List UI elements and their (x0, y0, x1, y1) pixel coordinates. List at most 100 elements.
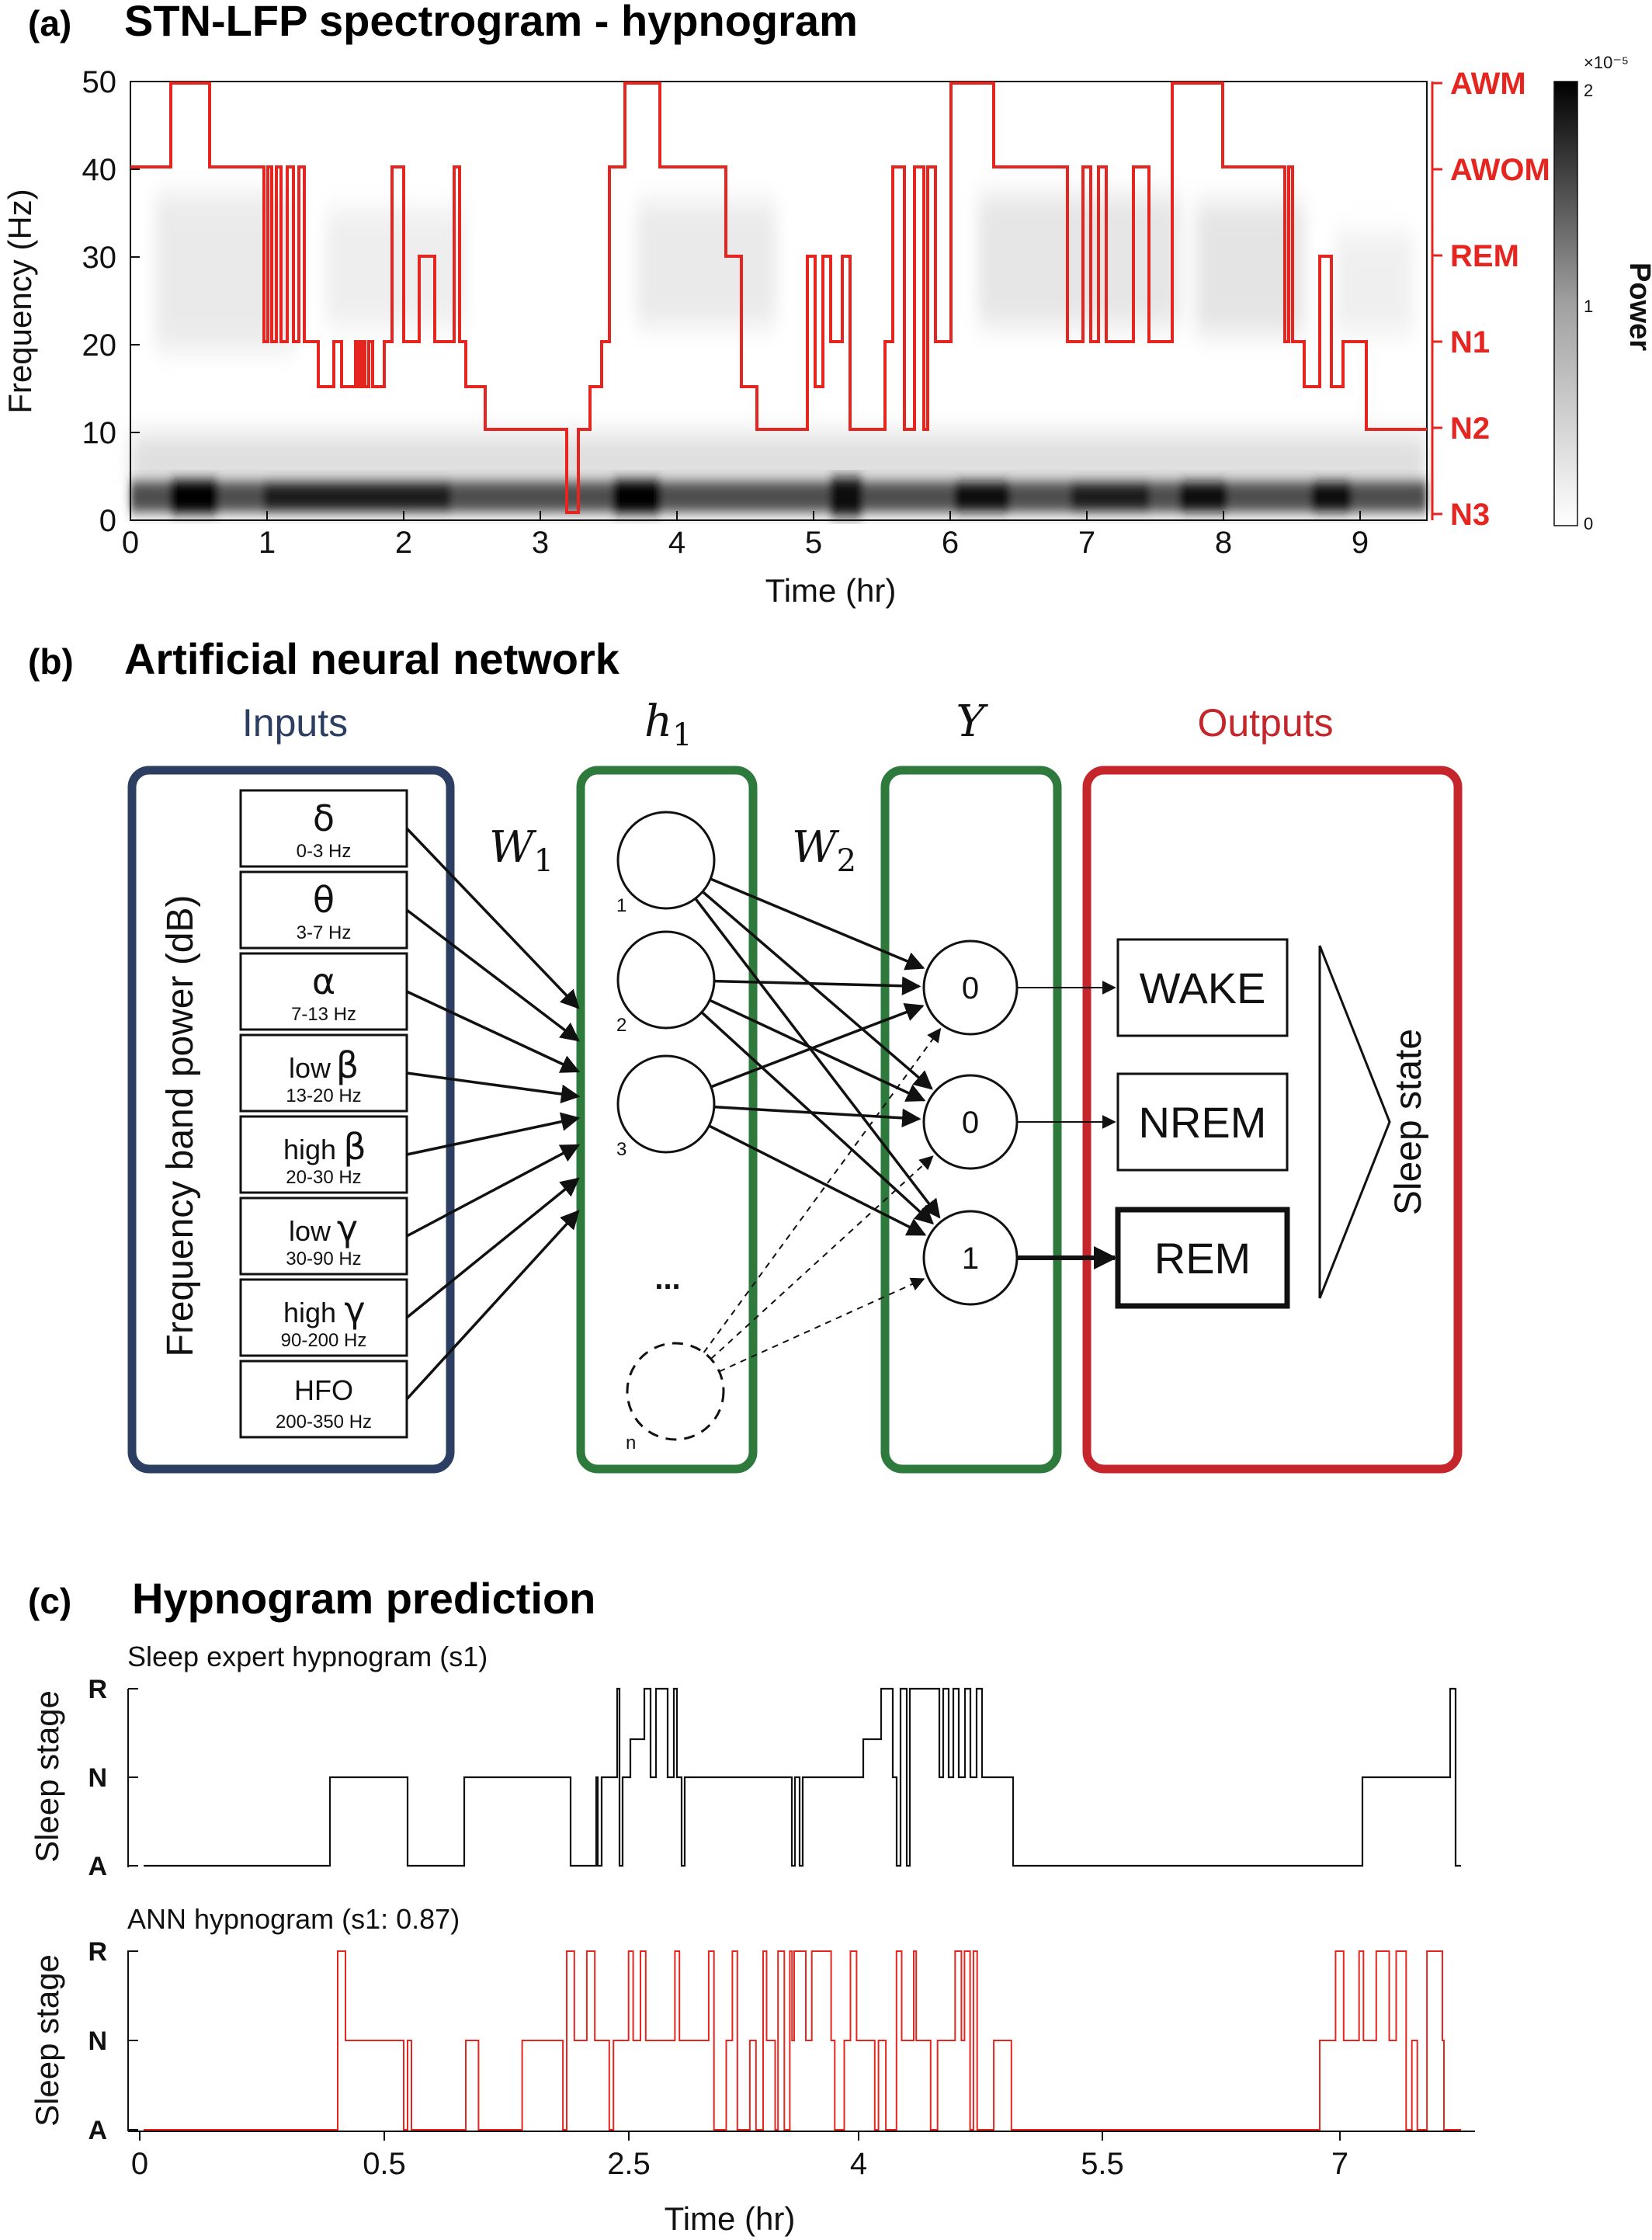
y-title: Y (956, 696, 989, 747)
outputs-title: Outputs (1197, 701, 1333, 745)
stage-label: R (88, 1675, 107, 1704)
colorbar-label: Power (1623, 262, 1652, 351)
w1-arrow (406, 1112, 581, 1156)
a-xtick-label: 7 (1078, 526, 1095, 560)
y-node-value: 0 (962, 1106, 979, 1140)
spectrogram-delta-band (130, 478, 1427, 516)
hypnogram-trace-a (130, 82, 1427, 514)
hidden-node-index: 3 (616, 1139, 626, 1160)
c-xtick-label: 2.5 (607, 2147, 651, 2181)
w2-arrow (694, 898, 941, 1219)
y-layer-box (880, 766, 1062, 1474)
a-xtick-label: 0 (122, 526, 139, 560)
stage-label: N2 (1450, 412, 1490, 446)
y-node-value: 1 (962, 1242, 979, 1276)
w2-arrow-dashed (710, 1155, 934, 1360)
band-name: high (283, 1134, 336, 1165)
band-range: 3-7 Hz (297, 922, 352, 943)
hidden-node-index: 1 (616, 895, 626, 916)
w1-arrow (406, 1071, 581, 1104)
expert-stage-ticks: R N A (88, 1675, 138, 1881)
c-xtick-label: 0 (131, 2147, 148, 2181)
a-ytick-label: 40 (82, 153, 117, 187)
w2-arrow-dashed (703, 1027, 942, 1353)
y-node-value: 0 (962, 971, 979, 1005)
panel-a-axes: 0 10 20 30 40 50 0 1 2 3 4 5 6 7 8 9 (82, 65, 1369, 560)
colorbar-gradient (1553, 81, 1578, 526)
a-ytick-label: 0 (99, 504, 116, 538)
stage-label: R (88, 1937, 107, 1967)
c-xtick-label: 7 (1331, 2147, 1348, 2181)
panel-b-title: Artificial neural network (124, 634, 620, 683)
band-symbol: δ (313, 797, 335, 839)
output-box (1116, 1072, 1289, 1172)
w1-arrow (405, 1210, 580, 1401)
band-range: 200-350 Hz (276, 1412, 372, 1433)
w1-arrow (406, 1144, 581, 1238)
spectrogram (130, 82, 1427, 520)
panel-c-title: Hypnogram prediction (132, 1574, 595, 1623)
inputs-title: Inputs (242, 701, 348, 745)
w2-arrow (710, 1003, 925, 1089)
colorbar-tick-1: 1 (1584, 297, 1593, 316)
ann-hypnogram-label: ANN hypnogram (s1: 0.87) (127, 1903, 460, 1935)
band-name: low (289, 1215, 331, 1247)
w1-arrow (405, 827, 580, 1009)
w1-connections (405, 827, 581, 1401)
output-box (1115, 1207, 1290, 1309)
stage-label: A (88, 1852, 107, 1881)
a-xtick-label: 3 (532, 526, 549, 560)
w1-arrow (406, 990, 581, 1073)
a-ytick-label: 20 (82, 328, 117, 363)
expert-hypnogram-label: Sleep expert hypnogram (s1) (127, 1641, 488, 1672)
sleep-state-label: Sleep state (1388, 1029, 1429, 1215)
stage-label: A (88, 2116, 107, 2145)
c-xtick-label: 4 (850, 2147, 867, 2181)
stage-labels: AWM AWOM REM N1 N2 N3 (1432, 67, 1550, 532)
y-nodes: 0 0 1 (922, 939, 1019, 1306)
input-axis-label: Frequency band power (dB) (160, 895, 201, 1357)
colorbar-tick-0: 0 (1584, 514, 1593, 533)
hidden-node (616, 811, 716, 910)
stage-label: N3 (1450, 498, 1490, 532)
w2-arrow (708, 1124, 927, 1236)
hidden-node-index: n (626, 1433, 636, 1453)
panel-a-title: STN-LFP spectrogram - hypnogram (124, 0, 858, 45)
w2-connections (694, 877, 942, 1373)
panel-c-label: (c) (28, 1581, 71, 1621)
funnel-shape (1318, 945, 1391, 1299)
hidden-node-index: 2 (616, 1015, 626, 1036)
panel-c-xlabel: Time (hr) (665, 2200, 796, 2237)
band-range: 0-3 Hz (297, 841, 352, 862)
panel-a-ylabel: Frequency (Hz) (2, 189, 38, 413)
w1-label: W1 (489, 822, 554, 879)
outputs-box (1082, 766, 1463, 1474)
c-xtick-label: 0.5 (363, 2147, 406, 2181)
stage-label: AWOM (1450, 153, 1550, 187)
hidden-node (616, 930, 716, 1030)
w2-arrow (710, 877, 925, 971)
colorbar: ×10⁻⁵ 2 1 0 Power (1553, 53, 1652, 533)
a-xtick-label: 8 (1215, 526, 1232, 560)
a-ytick-label: 50 (82, 65, 117, 99)
a-xtick-label: 6 (942, 526, 959, 560)
band-name: high (283, 1297, 336, 1328)
output-label: REM (1154, 1234, 1251, 1283)
c-xtick-label: 5.5 (1081, 2147, 1124, 2181)
band-range: 90-200 Hz (281, 1330, 367, 1351)
w2-arrow (700, 1011, 935, 1225)
input-band-box: HFO 200-350 Hz (239, 1360, 408, 1439)
hidden-layer-box (576, 766, 758, 1474)
w2-label: W2 (792, 822, 856, 879)
stage-label: N1 (1450, 325, 1490, 359)
output-classes: WAKE NREM REM (1017, 938, 1290, 1309)
band-name: low (289, 1052, 331, 1084)
panel-a-xlabel: Time (hr) (765, 572, 897, 609)
band-range: 7-13 Hz (291, 1004, 356, 1025)
band-symbol: β (343, 1126, 366, 1168)
input-band-box: α7-13 Hz (239, 952, 408, 1031)
a-ytick-label: 10 (82, 416, 117, 450)
stage-label: AWM (1450, 67, 1526, 101)
stage-label: N (88, 1763, 107, 1793)
